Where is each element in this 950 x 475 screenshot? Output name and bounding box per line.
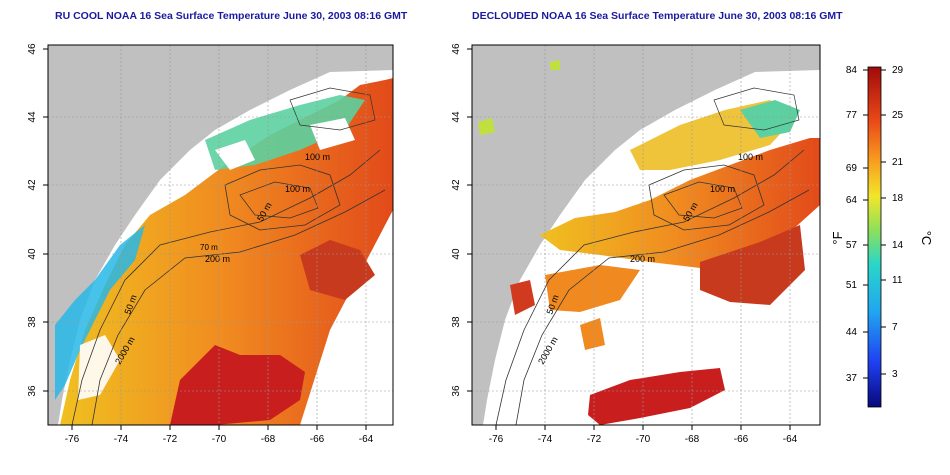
celsius-ticks: 29 25 21 18 14 11 7 3 bbox=[892, 65, 904, 380]
x-tick-label: -68 bbox=[261, 434, 276, 445]
right-contour-label: 100 m bbox=[710, 184, 735, 194]
x-tick-label: -66 bbox=[734, 434, 749, 445]
y-tick-label: 46 bbox=[451, 43, 462, 55]
c-tick-label: 29 bbox=[892, 65, 904, 76]
x-tick-label: -72 bbox=[163, 434, 178, 445]
left-sst-hot bbox=[170, 345, 305, 425]
left-sst-cool-shelf bbox=[55, 225, 145, 400]
c-tick-label: 25 bbox=[892, 110, 904, 121]
left-contour-2000 bbox=[91, 189, 386, 425]
x-tick-label: -70 bbox=[212, 434, 227, 445]
x-tick-label: -64 bbox=[359, 434, 374, 445]
c-tick-label: 11 bbox=[892, 275, 903, 286]
c-tick-label: 18 bbox=[892, 193, 904, 204]
colorbar-gradient bbox=[867, 66, 882, 408]
y-tick-label: 40 bbox=[451, 248, 462, 260]
right-map: 100 m 100 m 50 m 200 m 50 m 2000 m bbox=[472, 45, 820, 425]
x-tick-label: -66 bbox=[310, 434, 325, 445]
x-tick-label: -76 bbox=[489, 434, 504, 445]
colorbar: 84 77 69 64 57 51 44 37 29 25 21 18 14 1… bbox=[830, 65, 934, 408]
y-tick-label: 36 bbox=[451, 385, 462, 397]
c-tick-label: 7 bbox=[892, 322, 898, 333]
fahrenheit-unit-label: °F bbox=[830, 231, 845, 244]
x-tick-label: -74 bbox=[538, 434, 553, 445]
left-map: 100 m 100 m 50 m 200 m 70 m 50 m 2000 m bbox=[48, 45, 393, 425]
left-sst-offshore bbox=[300, 240, 375, 300]
x-tick-label: -76 bbox=[65, 434, 80, 445]
left-map-frame bbox=[47, 44, 394, 426]
right-contour-label: 100 m bbox=[738, 152, 763, 162]
left-y-ticks: 46 44 42 40 38 36 bbox=[27, 43, 38, 397]
right-sst-warm bbox=[540, 138, 820, 268]
left-sst-cloud bbox=[78, 335, 120, 400]
f-tick-label: 64 bbox=[846, 195, 858, 206]
left-contour-label: 70 m bbox=[200, 243, 218, 252]
left-land bbox=[48, 45, 393, 425]
left-x-ticks: -76 -74 -72 -70 -68 -66 -64 bbox=[65, 434, 374, 445]
c-tick-label: 3 bbox=[892, 369, 898, 380]
left-grid bbox=[48, 45, 393, 425]
right-map-frame bbox=[471, 44, 821, 426]
x-tick-label: -74 bbox=[114, 434, 129, 445]
c-tick-label: 21 bbox=[892, 157, 904, 168]
y-tick-label: 38 bbox=[451, 316, 462, 328]
left-sst-warm bbox=[60, 78, 393, 425]
y-tick-label: 46 bbox=[27, 43, 38, 55]
left-contour-100 bbox=[224, 164, 341, 231]
y-tick-label: 36 bbox=[27, 385, 38, 397]
f-tick-label: 84 bbox=[846, 65, 858, 76]
left-contour-label: 100 m bbox=[285, 184, 310, 194]
right-sst-offshore bbox=[700, 225, 805, 305]
right-x-ticks: -76 -74 -72 -70 -68 -66 -64 bbox=[489, 434, 798, 445]
celsius-unit-label: °C bbox=[919, 231, 934, 246]
left-map-title: RU COOL NOAA 16 Sea Surface Temperature … bbox=[55, 10, 408, 22]
f-tick-label: 69 bbox=[846, 163, 858, 174]
right-land bbox=[472, 45, 820, 425]
x-tick-label: -68 bbox=[685, 434, 700, 445]
x-tick-label: -70 bbox=[636, 434, 651, 445]
y-tick-label: 40 bbox=[27, 248, 38, 260]
f-tick-label: 77 bbox=[846, 110, 858, 121]
right-y-ticks: 46 44 42 40 38 36 bbox=[451, 43, 462, 397]
x-tick-label: -72 bbox=[587, 434, 602, 445]
y-tick-label: 44 bbox=[451, 111, 462, 123]
f-tick-label: 57 bbox=[846, 240, 858, 251]
right-grid bbox=[472, 45, 820, 425]
c-tick-label: 14 bbox=[892, 240, 904, 251]
f-tick-label: 37 bbox=[846, 373, 858, 384]
right-sst-cool bbox=[740, 100, 800, 138]
x-tick-label: -64 bbox=[783, 434, 798, 445]
right-sst-hot bbox=[588, 368, 725, 425]
right-map-title: DECLOUDED NOAA 16 Sea Surface Temperatur… bbox=[472, 10, 843, 22]
f-tick-label: 51 bbox=[846, 280, 858, 291]
left-contour-label: 100 m bbox=[305, 152, 330, 162]
left-contour-200 bbox=[71, 149, 381, 425]
y-tick-label: 38 bbox=[27, 316, 38, 328]
right-contour-label: 200 m bbox=[630, 254, 655, 264]
y-tick-label: 42 bbox=[451, 179, 462, 191]
y-tick-label: 44 bbox=[27, 111, 38, 123]
fahrenheit-ticks: 84 77 69 64 57 51 44 37 bbox=[846, 65, 858, 384]
right-sst-patch bbox=[510, 280, 535, 315]
y-tick-label: 42 bbox=[27, 179, 38, 191]
left-contour-label: 200 m bbox=[205, 254, 230, 264]
f-tick-label: 44 bbox=[846, 327, 858, 338]
